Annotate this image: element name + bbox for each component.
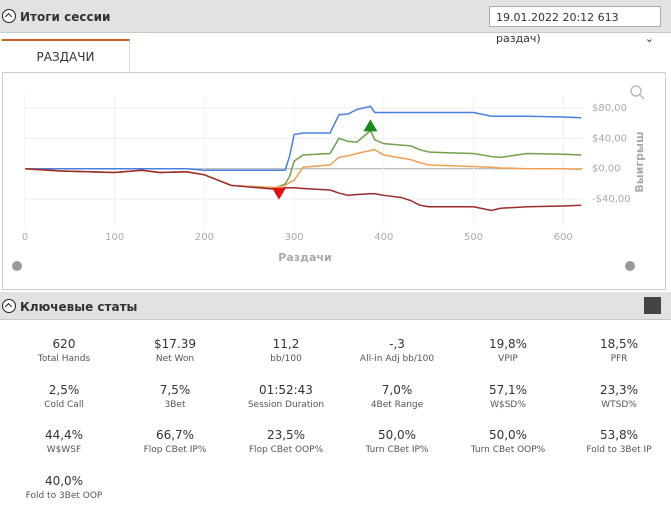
stat-value: -,3 [389, 337, 405, 351]
stat-label: Cold Call [44, 399, 84, 410]
stat: 2,5% Cold Call [8, 383, 120, 410]
stat-label: bb/100 [270, 354, 302, 364]
stat: 53,8% Fold to 3Bet IP [563, 428, 671, 455]
stat: 23,5% Flop CBet OOP% [230, 428, 342, 455]
stat-value: 44,4% [44, 428, 84, 442]
stat: 50,0% Turn CBet OOP% [452, 428, 564, 455]
x-tick-label: 600 [554, 232, 573, 243]
stat-value: 57,1% [488, 382, 528, 397]
stat-value: 01:52:43 [259, 382, 313, 397]
layout-button[interactable] [644, 297, 661, 314]
series-line [24, 167, 582, 212]
x-axis-label: Раздачи [278, 251, 331, 264]
zoom-icon[interactable] [630, 85, 642, 97]
stat-value: 23,5% [266, 428, 306, 442]
marker [271, 187, 286, 200]
stat: 7,5% 3Bet [119, 383, 231, 410]
stat-value: 11,2 [272, 337, 300, 351]
y-tick-label: $0,00 [592, 164, 621, 175]
stat: 01:52:43 Session Duration [230, 383, 342, 410]
session-header: Итоги сессии 19.01.2022 20:12 613 раздач… [0, 0, 671, 45]
x-tick-label: 500 [464, 232, 483, 243]
stat-value: 66,7% [155, 428, 195, 442]
stat: 11,2 bb/100 [230, 337, 342, 364]
x-tick-label: 100 [105, 232, 124, 243]
stat-value: 23,3% [599, 382, 639, 397]
series-line [25, 105, 582, 171]
x-tick-label: 400 [374, 232, 393, 243]
stat-value: 2,5% [48, 382, 80, 397]
stat-label: Turn CBet IP% [365, 445, 429, 455]
stat: $17.39 Net Won [119, 337, 231, 364]
stat-label: 4Bet Range [370, 399, 424, 410]
stat-value: 18,5% [599, 337, 639, 351]
collapse-icon[interactable] [2, 9, 16, 23]
stat-label: VPIP [498, 354, 518, 364]
chart: Раздачи Выигрыш -$40,00 $0,00 $40,00 $80,00… [12, 85, 646, 271]
x-tick-label: 0 [22, 232, 28, 243]
tab[interactable]: РАЗДАЧИ [2, 39, 130, 72]
stat: 620 Total Hands [8, 337, 120, 364]
stat-label: All-in Adj bb/100 [359, 354, 435, 364]
stat: 44,4% W$WSF [8, 428, 120, 455]
stat: 50,0% Turn CBet IP% [341, 428, 453, 455]
stat: 57,1% W$SD% [452, 383, 564, 410]
y-tick-label: $80,00 [592, 103, 627, 114]
stat: 7,0% 4Bet Range [341, 383, 453, 410]
stat-label: Turn CBet OOP% [470, 445, 546, 455]
stat-label: Fold to 3Bet OOP [25, 490, 103, 501]
stat-value: 40,0% [44, 473, 84, 488]
stat-label: Flop CBet OOP% [248, 445, 324, 455]
stat-label: Total Hands [37, 354, 91, 364]
stat-value: 7,5% [159, 382, 191, 397]
session-dropdown[interactable]: 19.01.2022 20:12 613 раздач) ⌄ [489, 6, 661, 45]
x-tick-label: 200 [195, 232, 214, 243]
stat: 23,3% WTSD% [563, 383, 671, 410]
stat-label: PFR [610, 354, 628, 364]
collapse-icon[interactable] [2, 299, 16, 313]
header-title: Итоги сессии [20, 10, 111, 24]
stat: 18,5% PFR [563, 337, 671, 364]
stat: 19,8% VPIP [452, 337, 564, 364]
info-icon[interactable] [625, 261, 635, 271]
stat-value: 50,0% [377, 428, 417, 442]
y-axis-label: Выигрыш [633, 131, 646, 192]
settings-icon[interactable] [12, 261, 22, 271]
stat-label: 3Bet [164, 399, 186, 410]
dropdown-text: 19.01.2022 20:12 613 раздач) [496, 11, 619, 45]
x-tick-label: 300 [285, 232, 304, 243]
stat-value: 620 [52, 337, 76, 351]
stat-value: 53,8% [599, 428, 639, 442]
series-line [24, 129, 582, 189]
stat-value: 19,8% [488, 337, 528, 351]
stats-title: Ключевые статы [20, 300, 138, 314]
stat-value: 7,0% [381, 382, 413, 397]
dropdown-arrow: ⌄ [644, 32, 654, 45]
y-tick-label: -$40,00 [592, 194, 631, 205]
stat-label: Session Duration [247, 399, 325, 410]
stat: -,3 All-in Adj bb/100 [341, 337, 453, 364]
stat-value: 50,0% [488, 428, 528, 442]
stat-label: Net Won [155, 354, 195, 364]
stat-label: Fold to 3Bet IP [586, 445, 652, 455]
stat-value: $17.39 [154, 337, 196, 351]
y-tick-label: $40,00 [592, 133, 627, 144]
stats-header: Ключевые статы [0, 292, 671, 320]
zoom-icon-handle [639, 94, 645, 100]
marker [363, 119, 378, 132]
chart-panel [2, 72, 666, 290]
stat-label: WTSD% [601, 399, 637, 410]
stat: 40,0% Fold to 3Bet OOP [8, 474, 120, 501]
stat: 66,7% Flop CBet IP% [119, 428, 231, 455]
stat-label: Flop CBet IP% [143, 445, 207, 455]
stat-label: W$WSF [46, 445, 82, 455]
stat-label: W$SD% [490, 399, 526, 410]
